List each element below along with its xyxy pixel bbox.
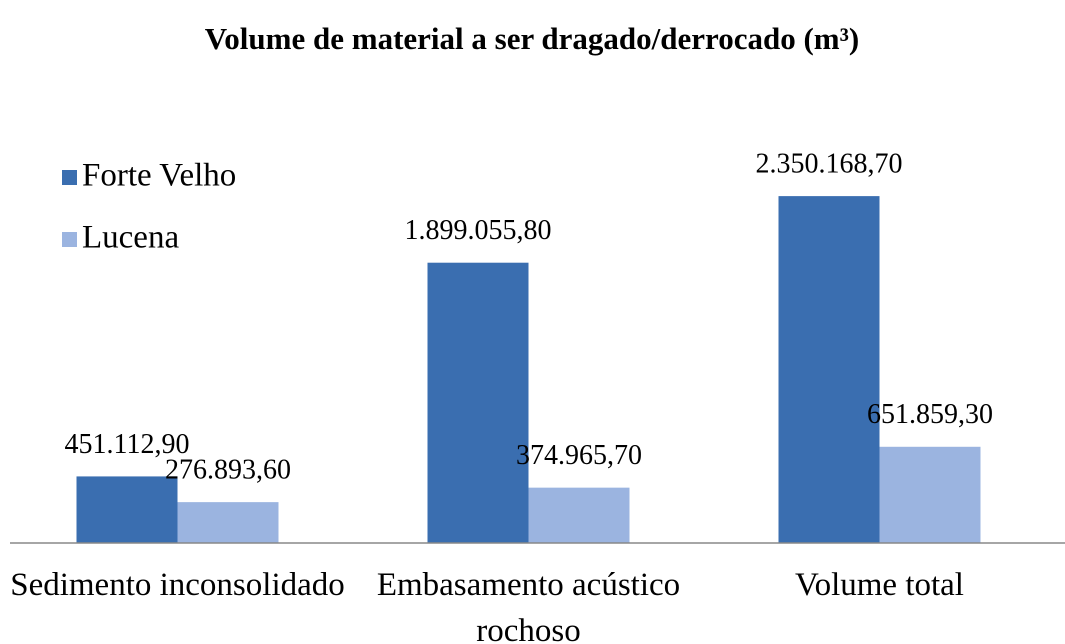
data-label: 451.112,90: [65, 429, 190, 460]
data-label: 2.350.168,70: [756, 149, 903, 180]
legend-swatch: [62, 170, 77, 185]
data-label: 1.899.055,80: [405, 215, 552, 246]
legend-swatch: [62, 232, 77, 247]
data-label: 374.965,70: [516, 440, 642, 471]
data-label: 651.859,30: [867, 399, 993, 430]
x-tick-label: Volume total: [795, 567, 964, 603]
bar: [76, 476, 178, 543]
x-tick-label: Sedimento inconsolidado: [10, 567, 345, 603]
x-tick-label: Embasamento acústico rochoso: [376, 567, 681, 644]
bar: [879, 446, 981, 543]
data-label: 276.893,60: [165, 455, 291, 486]
bar: [778, 196, 880, 543]
bar: [177, 502, 279, 543]
bar: [427, 262, 529, 543]
bar: [528, 487, 630, 543]
chart-title: Volume de material a ser dragado/derroca…: [205, 21, 859, 56]
legend-label: Forte Velho: [82, 158, 236, 194]
legend-label: Lucena: [82, 220, 179, 256]
